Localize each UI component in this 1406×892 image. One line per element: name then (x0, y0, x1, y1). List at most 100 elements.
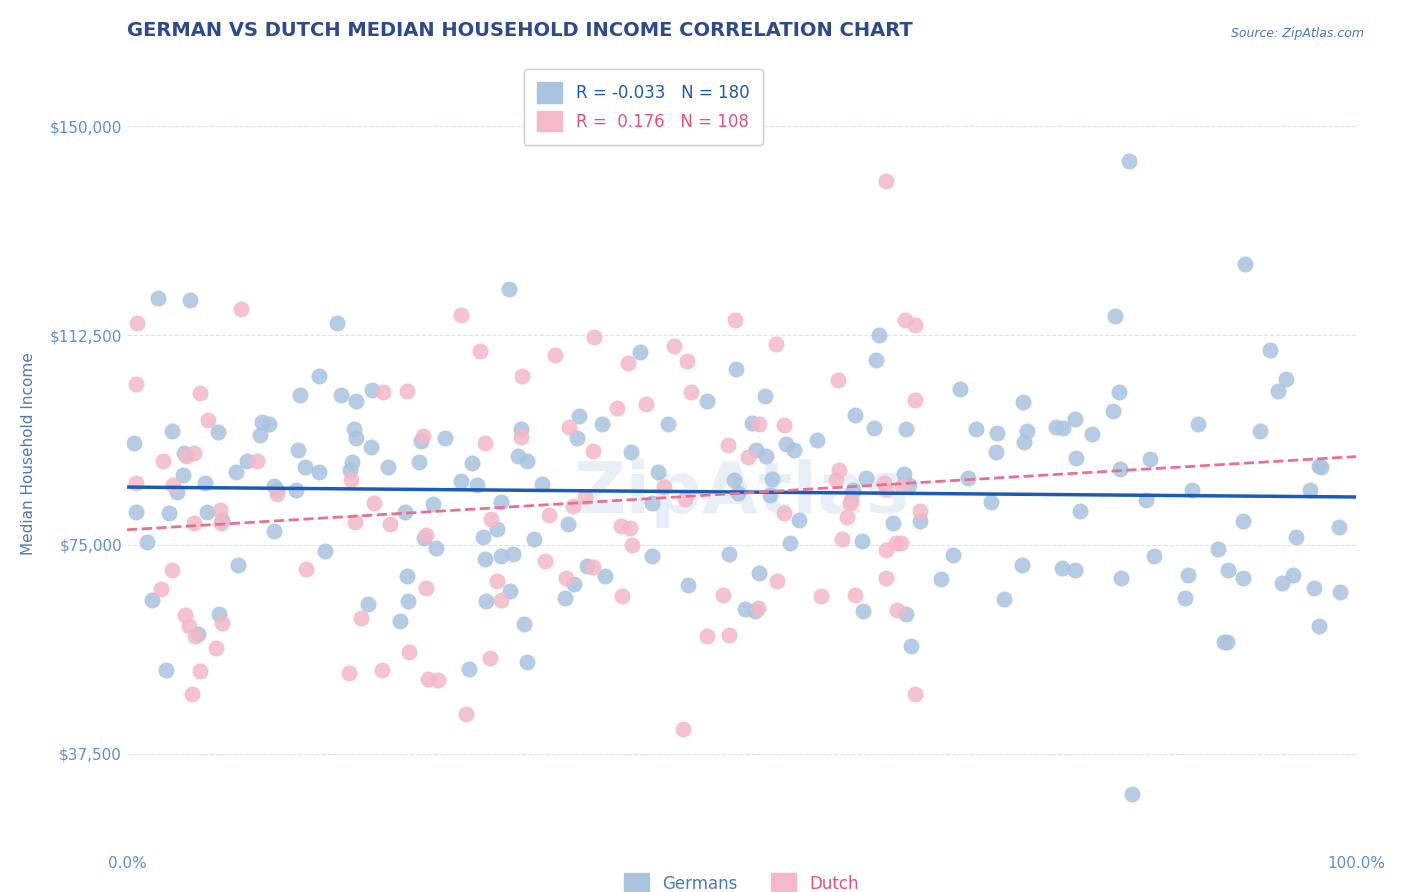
Germans (172, 467, 194, 482)
Germans (641, 549, 664, 563)
Dutch (450, 308, 472, 322)
Germans (225, 465, 247, 479)
Dutch (363, 496, 385, 510)
Germans (965, 422, 987, 436)
Dutch (378, 517, 401, 532)
Germans (388, 614, 411, 628)
Germans (226, 558, 249, 572)
Dutch (124, 377, 146, 392)
Germans (485, 523, 508, 537)
Germans (657, 417, 679, 431)
Dutch (371, 663, 394, 677)
Germans (308, 368, 330, 383)
Germans (1327, 520, 1350, 534)
Dutch (582, 329, 605, 343)
Germans (676, 578, 699, 592)
Dutch (174, 450, 197, 464)
Germans (1275, 372, 1298, 386)
Germans (568, 409, 591, 424)
Germans (787, 513, 810, 527)
Germans (434, 431, 457, 445)
Germans (516, 655, 538, 669)
Germans (931, 572, 953, 586)
Germans (576, 559, 599, 574)
Dutch (844, 588, 866, 602)
Germans (1174, 591, 1197, 605)
Dutch (344, 515, 367, 529)
Dutch (910, 504, 932, 518)
Germans (855, 471, 877, 485)
Germans (1310, 460, 1333, 475)
Dutch (610, 518, 633, 533)
Germans (157, 507, 180, 521)
Germans (458, 662, 481, 676)
Germans (394, 505, 416, 519)
Germans (567, 431, 589, 445)
Germans (360, 440, 382, 454)
Germans (1181, 483, 1204, 497)
Germans (287, 442, 309, 457)
Germans (141, 593, 163, 607)
Germans (285, 483, 308, 497)
Dutch (828, 463, 851, 477)
Dutch (717, 437, 740, 451)
Germans (1139, 452, 1161, 467)
Germans (408, 455, 430, 469)
Germans (591, 417, 613, 432)
Dutch (873, 475, 896, 490)
Dutch (426, 673, 449, 687)
Text: GERMAN VS DUTCH MEDIAN HOUSEHOLD INCOME CORRELATION CHART: GERMAN VS DUTCH MEDIAN HOUSEHOLD INCOME … (127, 21, 912, 40)
Dutch (839, 493, 862, 508)
Germans (949, 382, 972, 396)
Germans (1064, 451, 1087, 466)
Dutch (904, 686, 927, 700)
Germans (461, 456, 484, 470)
Germans (207, 425, 229, 440)
Germans (696, 394, 718, 409)
Dutch (672, 722, 695, 736)
Germans (474, 551, 496, 566)
Dutch (509, 430, 531, 444)
Dutch (875, 543, 897, 558)
Dutch (412, 429, 434, 443)
Germans (1118, 154, 1140, 169)
Dutch (510, 369, 533, 384)
Dutch (717, 628, 740, 642)
Germans (498, 282, 520, 296)
Germans (1206, 541, 1229, 556)
Dutch (662, 338, 685, 352)
Germans (1045, 419, 1067, 434)
Dutch (773, 506, 796, 520)
Dutch (537, 508, 560, 522)
Germans (1303, 581, 1326, 595)
Germans (1109, 462, 1132, 476)
Dutch (582, 444, 605, 458)
Germans (489, 549, 512, 563)
Dutch (904, 318, 927, 333)
Germans (758, 488, 780, 502)
Dutch (197, 412, 219, 426)
Germans (263, 479, 285, 493)
Dutch (875, 483, 897, 497)
Dutch (825, 474, 848, 488)
Dutch (890, 535, 912, 549)
Dutch (875, 174, 897, 188)
Germans (357, 597, 380, 611)
Dutch (211, 615, 233, 630)
Germans (557, 517, 579, 532)
Germans (900, 639, 922, 653)
Dutch (398, 645, 420, 659)
Germans (641, 496, 664, 510)
Germans (523, 532, 546, 546)
Germans (628, 344, 651, 359)
Germans (844, 408, 866, 422)
Germans (593, 568, 616, 582)
Germans (984, 445, 1007, 459)
Dutch (904, 393, 927, 408)
Germans (513, 616, 536, 631)
Dutch (231, 301, 253, 316)
Germans (344, 393, 367, 408)
Germans (562, 577, 585, 591)
Germans (1102, 404, 1125, 418)
Germans (1216, 635, 1239, 649)
